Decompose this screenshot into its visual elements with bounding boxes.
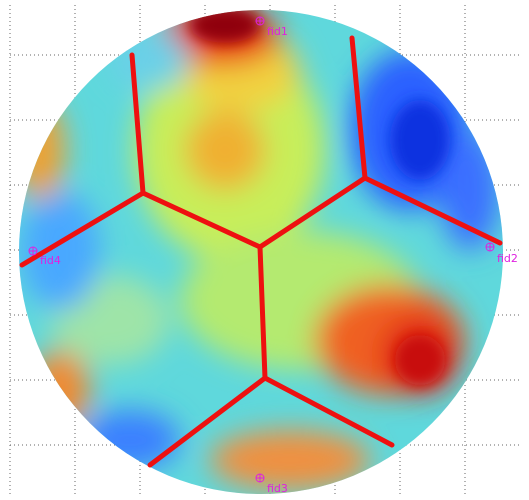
fiducial-markers xyxy=(28,16,495,483)
fiducial-label: fid4 xyxy=(40,254,61,267)
segment-boundaries xyxy=(19,35,503,468)
fiducial-label: fid1 xyxy=(267,25,288,38)
fiducial-label: fid2 xyxy=(497,252,518,265)
fiducial-label: fid3 xyxy=(267,482,288,495)
